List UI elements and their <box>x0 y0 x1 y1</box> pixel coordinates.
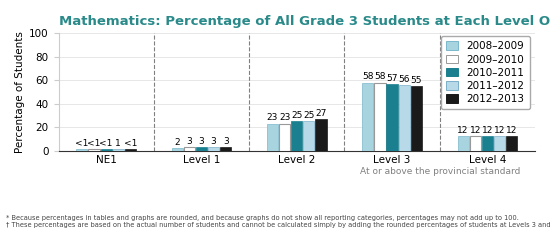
Text: 57: 57 <box>386 74 398 83</box>
Text: * Because percentages in tables and graphs are rounded, and because graphs do no: * Because percentages in tables and grap… <box>6 215 550 228</box>
Bar <box>208 147 219 150</box>
Text: 12: 12 <box>506 126 518 135</box>
Text: <1: <1 <box>75 139 89 148</box>
Bar <box>172 148 183 150</box>
Text: 55: 55 <box>410 76 422 85</box>
Legend: 2008–2009, 2009–2010, 2010–2011, 2011–2012, 2012–2013: 2008–2009, 2009–2010, 2010–2011, 2011–20… <box>441 36 530 109</box>
Bar <box>113 149 124 150</box>
Bar <box>89 149 100 150</box>
Text: 12: 12 <box>494 126 505 135</box>
Bar <box>196 147 207 150</box>
Bar <box>291 121 302 150</box>
Bar <box>303 121 315 150</box>
Bar <box>184 147 195 150</box>
Text: 56: 56 <box>398 75 410 84</box>
Bar <box>362 83 373 150</box>
Bar <box>399 85 410 150</box>
Text: <1: <1 <box>100 139 113 148</box>
Text: 12: 12 <box>458 126 469 135</box>
Bar <box>76 149 87 150</box>
Text: 58: 58 <box>374 72 386 81</box>
Text: At or above the provincial standard: At or above the provincial standard <box>360 167 520 176</box>
Bar <box>387 84 398 150</box>
Text: Mathematics: Percentage of All Grade 3 Students at Each Level Over Time: Mathematics: Percentage of All Grade 3 S… <box>58 15 550 28</box>
Bar <box>411 86 422 150</box>
Text: 2: 2 <box>174 138 180 147</box>
Bar <box>316 119 327 150</box>
Text: 25: 25 <box>291 111 302 120</box>
Y-axis label: Percentage of Students: Percentage of Students <box>15 31 25 153</box>
Bar <box>482 136 493 150</box>
Bar <box>267 124 278 150</box>
Text: 58: 58 <box>362 72 373 81</box>
Bar <box>125 149 136 150</box>
Bar <box>279 124 290 150</box>
Bar <box>470 136 481 150</box>
Text: <1: <1 <box>124 139 137 148</box>
Text: 3: 3 <box>211 137 217 146</box>
Bar <box>458 136 469 150</box>
Text: 3: 3 <box>199 137 205 146</box>
Text: 23: 23 <box>279 113 290 123</box>
Bar <box>506 136 517 150</box>
Text: 27: 27 <box>315 109 327 118</box>
Text: 12: 12 <box>470 126 481 135</box>
Text: 25: 25 <box>303 111 315 120</box>
Text: 23: 23 <box>267 113 278 123</box>
Bar <box>375 83 386 150</box>
Text: 3: 3 <box>223 137 229 146</box>
Text: 1: 1 <box>116 139 121 148</box>
Text: 12: 12 <box>482 126 493 135</box>
Text: 3: 3 <box>186 137 192 146</box>
Bar <box>101 149 112 150</box>
Bar <box>494 136 505 150</box>
Bar <box>220 147 232 150</box>
Text: <1: <1 <box>87 139 101 148</box>
